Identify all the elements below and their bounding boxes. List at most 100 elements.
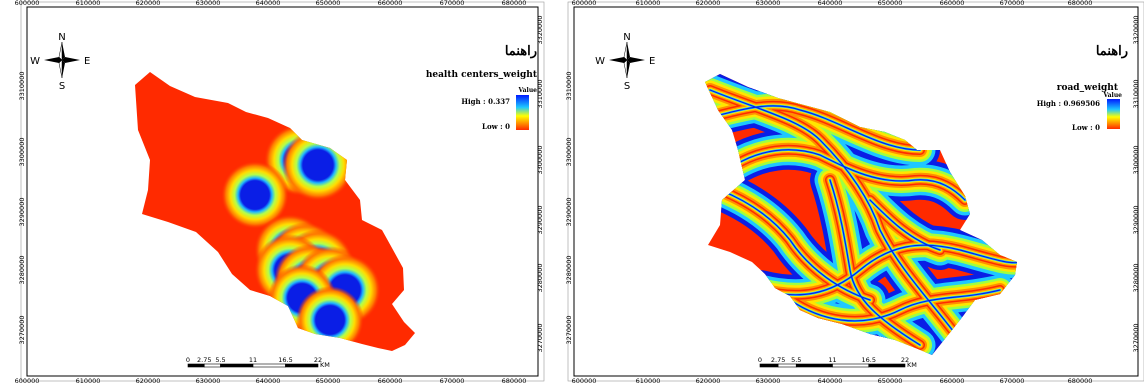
x-tick-label-bottom: 650000 [316,377,341,385]
x-tick-label-bottom: 620000 [696,377,721,385]
scale-segment [868,363,906,368]
y-tick-label-right: 3270000 [1132,324,1140,353]
scale-label: 16.5 [278,356,292,364]
health-legend: راهنما health centers_weight Value High … [426,44,538,131]
x-tick-label-top: 680000 [502,0,527,7]
legend-value-label: Value [518,87,538,94]
x-tick-label-top: 660000 [940,0,965,7]
scale-segment [187,363,205,368]
x-tick-label-bottom: 640000 [256,377,281,385]
legend-heading: راهنما [1096,44,1128,59]
south-label: S [59,81,65,92]
legend-layer-name: health centers_weight [426,70,538,80]
y-tick-label-right: 3280000 [536,264,544,293]
scale-label: 2.75 [771,356,785,364]
legend-color-ramp [516,95,529,130]
y-tick-label-right: 3310000 [1132,80,1140,109]
x-tick-label-bottom: 620000 [136,377,161,385]
x-tick-label-top: 600000 [15,0,40,7]
legend-high: High : 0.969506 [1037,99,1100,108]
x-tick-label-top: 610000 [636,0,661,7]
x-tick-label-top: 650000 [316,0,341,7]
x-tick-label-bottom: 650000 [878,377,903,385]
scale-segment [759,363,779,368]
x-tick-label-top: 610000 [76,0,101,7]
y-tick-label-right: 3290000 [1132,206,1140,235]
y-tick-label-left: 3310000 [18,72,26,101]
y-tick-label-left: 3270000 [565,316,573,345]
y-tick-label-left: 3290000 [565,198,573,227]
y-tick-label-right: 3310000 [536,80,544,109]
y-tick-label-left: 3280000 [565,256,573,285]
y-tick-label-right: 3300000 [536,146,544,175]
y-tick-label-right: 3270000 [536,324,544,353]
y-tick-label-right: 3320000 [536,16,544,45]
x-tick-label-top: 600000 [572,0,597,7]
scale-label: 0 [186,356,190,364]
x-tick-label-bottom: 660000 [940,377,965,385]
north-arrow: N S E W [595,32,655,92]
y-tick-label-right: 3280000 [1132,264,1140,293]
y-tick-label-left: 3290000 [18,198,26,227]
scale-label: 0 [758,356,762,364]
legend-color-ramp [1107,99,1120,129]
y-tick-label-left: 3300000 [565,138,573,167]
x-tick-label-top: 640000 [256,0,281,7]
y-tick-label-left: 3310000 [565,72,573,101]
scale-segment [832,363,870,368]
x-tick-label-top: 620000 [136,0,161,7]
scale-segment [220,363,254,368]
axis-labels: 600000 600000 610000 610000 620000 620000 6300… [565,0,1140,385]
north-arrow: N S E W [30,32,90,92]
scale-segment [252,363,286,368]
scale-label: 5.5 [215,356,225,364]
north-label: N [623,32,630,43]
west-label: W [30,56,40,67]
scale-label: 11 [249,356,257,364]
scale-segment [795,363,833,368]
x-tick-label-bottom: 680000 [502,377,527,385]
scale-segment [285,363,319,368]
scale-label: 22 [901,356,909,364]
x-tick-label-bottom: 610000 [76,377,101,385]
legend-value-label: Value [1103,92,1123,99]
scale-segment [203,363,221,368]
road-legend: راهنما road_weight Value High : 0.969506… [1037,44,1128,132]
scale-label: 22 [314,356,322,364]
x-tick-label-bottom: 670000 [1000,377,1025,385]
scale-label: 11 [828,356,836,364]
legend-layer-name: road_weight [1057,83,1119,93]
north-label: N [58,32,65,43]
x-tick-label-top: 680000 [1068,0,1093,7]
y-tick-label-right: 3300000 [1132,146,1140,175]
x-tick-label-top: 620000 [696,0,721,7]
x-tick-label-bottom: 630000 [756,377,781,385]
scale-unit: KM [320,361,330,369]
legend-low: Low : 0 [482,122,510,131]
scale-label: 5.5 [791,356,801,364]
x-tick-label-bottom: 680000 [1068,377,1093,385]
y-tick-label-left: 3300000 [18,138,26,167]
west-label: W [595,56,605,67]
east-label: E [649,56,655,67]
y-tick-label-right: 3320000 [1132,16,1140,45]
x-tick-label-top: 670000 [1000,0,1025,7]
x-tick-label-bottom: 660000 [378,377,403,385]
scale-unit: KM [907,361,917,369]
x-tick-label-top: 650000 [878,0,903,7]
x-tick-label-top: 630000 [756,0,781,7]
legend-low: Low : 0 [1072,123,1100,132]
x-tick-label-top: 660000 [378,0,403,7]
axis-labels: 600000 600000 610000 610000 620000 620000 6300… [15,0,544,385]
x-tick-label-top: 640000 [818,0,843,7]
scale-segment [777,363,797,368]
x-tick-label-bottom: 610000 [636,377,661,385]
scale-label: 16.5 [862,356,876,364]
legend-high: High : 0.337 [461,97,510,106]
x-tick-label-top: 630000 [196,0,221,7]
x-tick-label-bottom: 630000 [196,377,221,385]
x-tick-label-top: 670000 [440,0,465,7]
legend-heading: راهنما [505,44,537,59]
